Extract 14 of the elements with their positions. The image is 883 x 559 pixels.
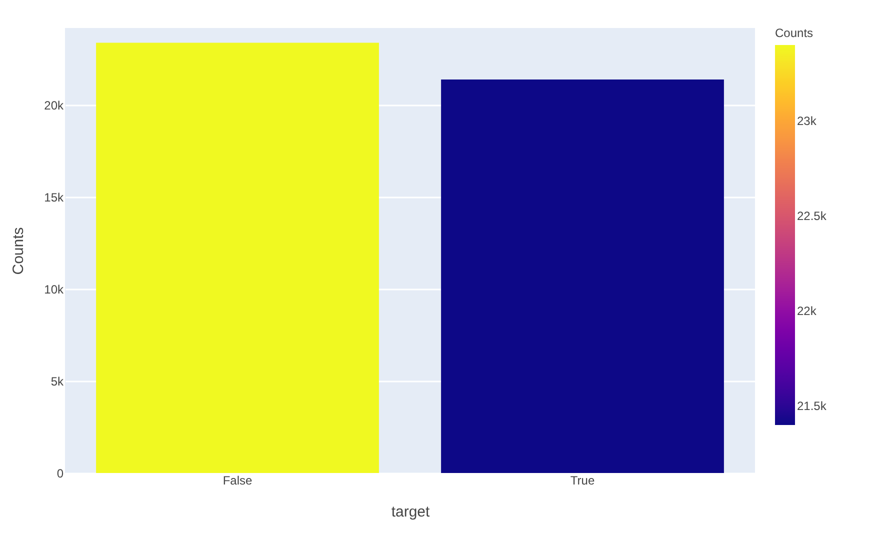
x-tick-label: False xyxy=(222,474,252,488)
y-tick-label: 0 xyxy=(56,466,64,480)
y-tick-label: 5k xyxy=(50,374,64,389)
y-tick-label: 10k xyxy=(44,282,64,297)
color-bar-label: 22k xyxy=(797,304,818,318)
y-tick-label: 20k xyxy=(44,98,64,113)
y-tick-label: 15k xyxy=(44,190,64,205)
x-tick-label: True xyxy=(570,474,595,488)
color-bar-label: 21.5k xyxy=(797,399,828,413)
color-bar-label: 22.5k xyxy=(797,209,828,223)
color-bar-title: Counts xyxy=(775,26,814,40)
x-axis-title: target xyxy=(391,504,431,520)
y-axis-title: Counts xyxy=(10,227,28,275)
color-bar-label: 23k xyxy=(797,114,818,128)
